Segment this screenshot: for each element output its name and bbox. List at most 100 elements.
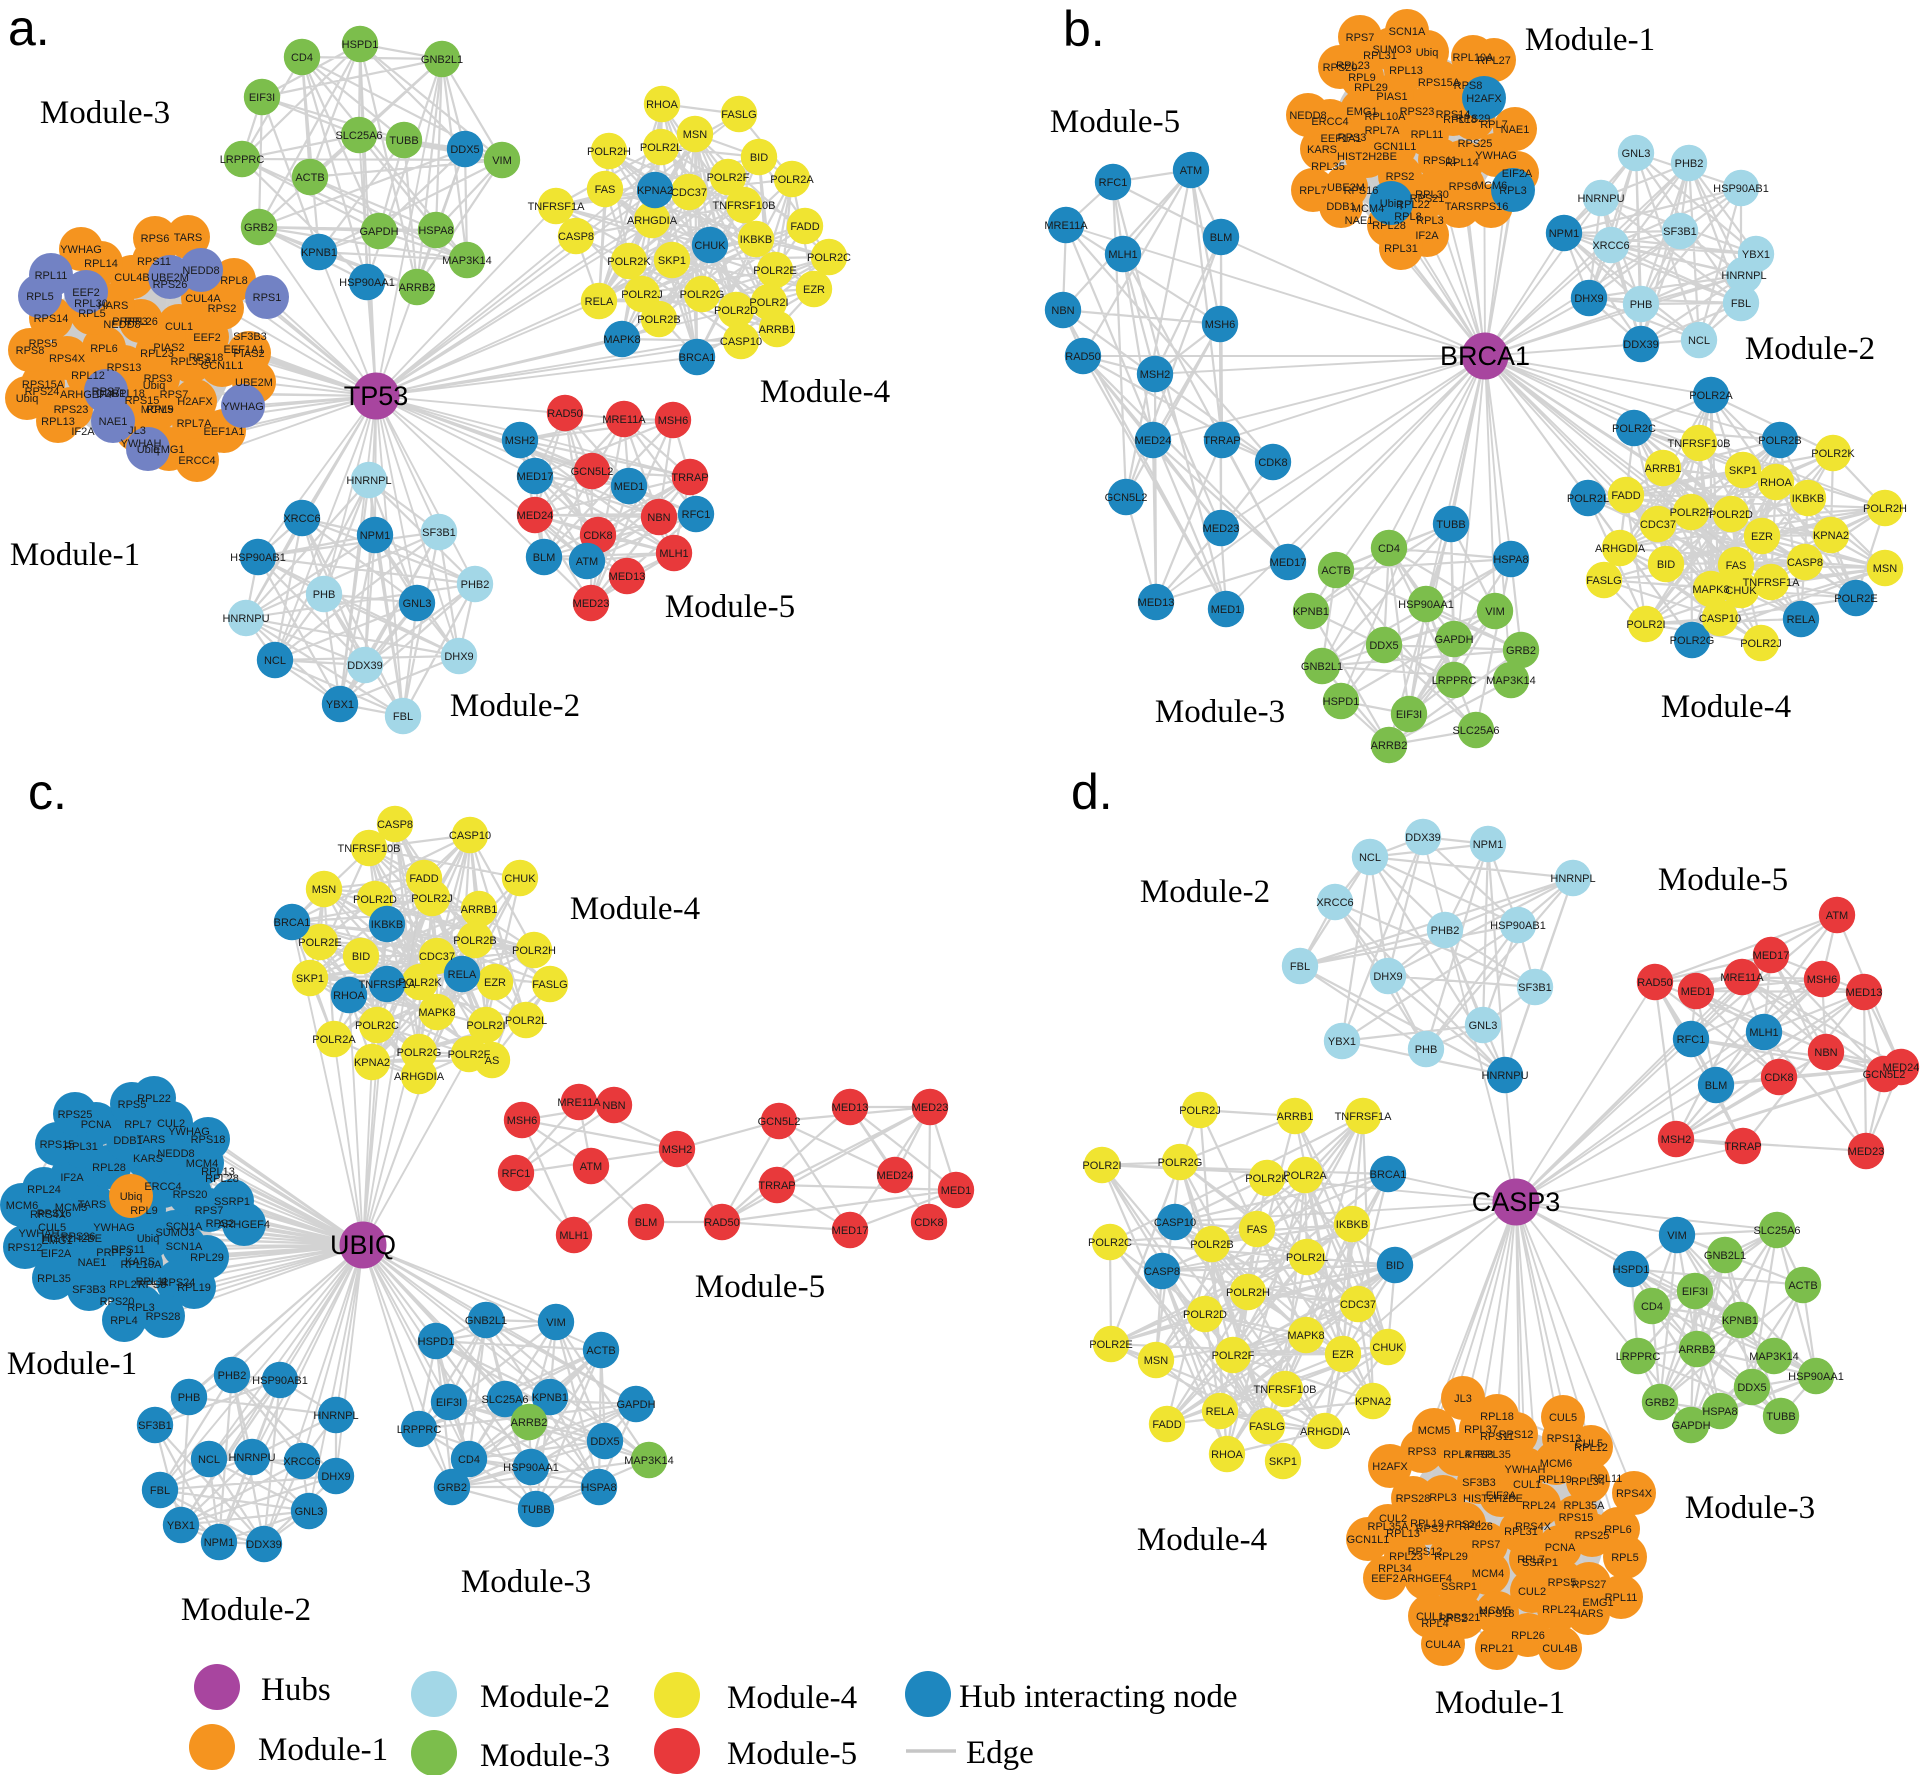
svg-text:EZR: EZR	[803, 284, 825, 296]
svg-text:RPS24: RPS24	[1447, 1519, 1482, 1531]
svg-text:ARHGDIA: ARHGDIA	[1595, 543, 1646, 555]
svg-text:BID: BID	[750, 152, 768, 164]
svg-text:Module-5: Module-5	[1050, 104, 1180, 140]
svg-text:ARHGDIA: ARHGDIA	[394, 1071, 445, 1083]
svg-text:CDK8: CDK8	[583, 530, 612, 542]
svg-text:EIF3I: EIF3I	[1682, 1286, 1708, 1298]
svg-text:TNFRSF1A: TNFRSF1A	[1743, 577, 1801, 589]
svg-text:FADD: FADD	[790, 221, 819, 233]
svg-text:MAP3K14: MAP3K14	[624, 1455, 674, 1467]
svg-text:HNRNPL: HNRNPL	[1550, 873, 1595, 885]
svg-text:MED13: MED13	[832, 1102, 869, 1114]
svg-text:Hubs: Hubs	[261, 1672, 331, 1708]
svg-text:EZR: EZR	[1332, 1349, 1354, 1361]
svg-text:RPS7: RPS7	[160, 389, 189, 401]
svg-text:RPL27: RPL27	[1477, 55, 1511, 67]
svg-text:GCN1L1: GCN1L1	[1347, 1534, 1390, 1546]
svg-text:SF3B3: SF3B3	[1462, 1477, 1496, 1489]
svg-text:CASP8: CASP8	[1144, 1266, 1180, 1278]
svg-text:POLR2F: POLR2F	[1670, 507, 1713, 519]
svg-text:GNB2L1: GNB2L1	[421, 54, 463, 66]
svg-text:KPNB1: KPNB1	[1293, 606, 1329, 618]
svg-text:RPS2: RPS2	[1439, 1613, 1468, 1625]
svg-text:POLR2K: POLR2K	[1811, 448, 1855, 460]
svg-text:BID: BID	[1386, 1260, 1404, 1272]
svg-text:BRCA1: BRCA1	[1370, 1169, 1407, 1181]
svg-text:POLR2H: POLR2H	[512, 945, 556, 957]
svg-text:EEF1A1: EEF1A1	[224, 344, 265, 356]
svg-text:EZR: EZR	[484, 977, 506, 989]
svg-text:RPS4X: RPS4X	[49, 353, 86, 365]
svg-text:RPL3: RPL3	[1429, 1492, 1457, 1504]
svg-text:KPNA2: KPNA2	[637, 185, 673, 197]
svg-text:RPS29: RPS29	[1456, 113, 1491, 125]
svg-text:CD4: CD4	[1378, 543, 1400, 555]
svg-text:TARS: TARS	[174, 232, 203, 244]
svg-text:UBE2M: UBE2M	[151, 272, 189, 284]
svg-text:CHUK: CHUK	[694, 240, 726, 252]
svg-text:YWHAG: YWHAG	[93, 1222, 135, 1234]
svg-text:NEDD8: NEDD8	[1289, 110, 1326, 122]
svg-text:FASLG: FASLG	[532, 979, 567, 991]
svg-text:H2AFX: H2AFX	[177, 396, 213, 408]
svg-text:VIM: VIM	[1485, 606, 1505, 618]
svg-text:RPL37: RPL37	[1464, 1424, 1498, 1436]
svg-text:NPM1: NPM1	[204, 1537, 235, 1549]
svg-text:CHUK: CHUK	[504, 873, 536, 885]
svg-text:RPS14: RPS14	[34, 313, 69, 325]
svg-text:AS: AS	[485, 1055, 500, 1067]
svg-text:TARS: TARS	[1445, 201, 1474, 213]
svg-text:RPS18: RPS18	[191, 1134, 226, 1146]
svg-text:MCM4: MCM4	[1352, 203, 1384, 215]
svg-text:RPL9: RPL9	[130, 1205, 158, 1217]
svg-text:NCL: NCL	[264, 655, 286, 667]
svg-text:TRRAP: TRRAP	[758, 1180, 795, 1192]
svg-text:RPS28: RPS28	[146, 1311, 181, 1323]
svg-text:HSP90AB1: HSP90AB1	[1490, 920, 1546, 932]
svg-text:RPS6: RPS6	[1449, 181, 1478, 193]
svg-text:RPL31: RPL31	[1363, 50, 1397, 62]
svg-text:DDX5: DDX5	[450, 144, 479, 156]
svg-text:GAPDH: GAPDH	[1671, 1420, 1710, 1432]
svg-text:CUL4B: CUL4B	[1542, 1643, 1577, 1655]
svg-text:DHX9: DHX9	[1373, 971, 1402, 983]
svg-text:HSPD1: HSPD1	[1613, 1264, 1650, 1276]
svg-text:MAPK8: MAPK8	[603, 334, 640, 346]
svg-text:CASP10: CASP10	[449, 830, 491, 842]
svg-text:HSPA8: HSPA8	[418, 225, 453, 237]
svg-text:UBIQ: UBIQ	[330, 1230, 396, 1260]
svg-text:RPS8: RPS8	[16, 345, 45, 357]
svg-text:YWHAH: YWHAH	[121, 438, 162, 450]
svg-text:Module-2: Module-2	[181, 1592, 311, 1628]
svg-text:POLR2G: POLR2G	[1670, 635, 1715, 647]
svg-text:BLM: BLM	[635, 1217, 658, 1229]
svg-text:RPS15: RPS15	[40, 1139, 75, 1151]
svg-text:HSP90AA1: HSP90AA1	[503, 1462, 559, 1474]
svg-text:RPS7: RPS7	[92, 386, 121, 398]
svg-text:RPS24: RPS24	[25, 386, 60, 398]
svg-text:POLR2H: POLR2H	[1863, 503, 1907, 515]
svg-text:GCN1L1: GCN1L1	[201, 360, 244, 372]
svg-text:CUL2: CUL2	[1379, 1513, 1407, 1525]
svg-text:RPS25: RPS25	[1458, 138, 1493, 150]
svg-text:RPL18: RPL18	[1443, 114, 1477, 126]
svg-text:RPS8: RPS8	[1465, 1449, 1494, 1461]
svg-text:SKP1: SKP1	[658, 255, 686, 267]
svg-text:Module-2: Module-2	[1745, 331, 1875, 367]
svg-text:RPS7: RPS7	[195, 1205, 224, 1217]
svg-text:RPL12: RPL12	[71, 370, 105, 382]
svg-text:BLM: BLM	[533, 552, 556, 564]
svg-text:MED13: MED13	[1138, 597, 1175, 609]
svg-text:RPS2: RPS2	[208, 303, 237, 315]
svg-text:Hub interacting node: Hub interacting node	[959, 1679, 1238, 1715]
svg-text:HNRNPU: HNRNPU	[222, 613, 269, 625]
svg-text:RPL11: RPL11	[1605, 1592, 1638, 1604]
svg-text:SUMO3: SUMO3	[1372, 44, 1411, 56]
svg-text:FBL: FBL	[1290, 961, 1310, 973]
svg-text:MSN: MSN	[312, 884, 337, 896]
svg-text:FASLG: FASLG	[1586, 575, 1621, 587]
svg-text:Module-3: Module-3	[1155, 694, 1285, 730]
svg-text:FADD: FADD	[1152, 1419, 1181, 1431]
svg-text:SF3B1: SF3B1	[422, 527, 456, 539]
svg-text:GAPDH: GAPDH	[359, 226, 398, 238]
